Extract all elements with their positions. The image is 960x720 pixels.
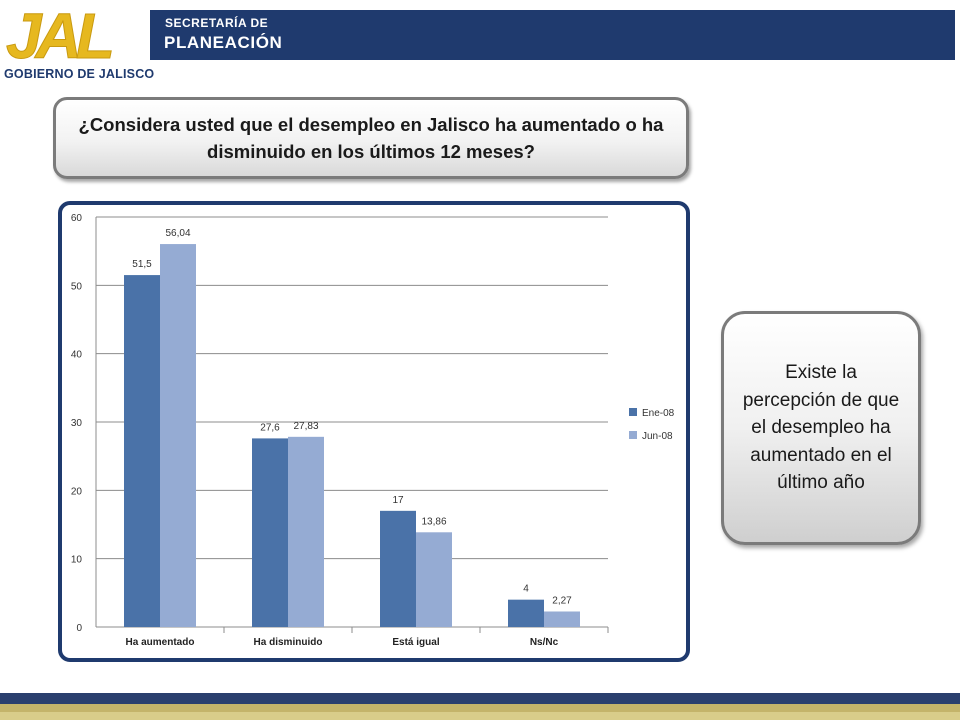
category-label: Ns/Nc xyxy=(530,637,559,648)
bar-ene-08 xyxy=(380,510,416,627)
y-tick-label: 0 xyxy=(76,623,82,634)
bar-jun-08 xyxy=(160,244,196,627)
y-tick-label: 40 xyxy=(71,350,83,361)
conclusion-callout: Existe la percepción de que el desempleo… xyxy=(721,311,921,545)
data-label: 4 xyxy=(523,584,529,595)
question-text: ¿Considera usted que el desempleo en Jal… xyxy=(78,114,664,162)
category-label: Ha disminuido xyxy=(254,637,323,648)
y-tick-label: 60 xyxy=(71,213,83,224)
legend-swatch xyxy=(629,431,637,439)
government-logo: JAL GOBIERNO DE JALISCO xyxy=(4,4,164,82)
bar-jun-08 xyxy=(288,436,324,627)
header-band xyxy=(150,10,955,60)
bar-jun-08 xyxy=(416,532,452,627)
y-tick-label: 10 xyxy=(71,555,83,566)
data-label: 17 xyxy=(392,495,404,506)
bar-ene-08 xyxy=(124,275,160,627)
jalisco-logo-mark: JAL xyxy=(6,4,119,64)
logo-caption: GOBIERNO DE JALISCO xyxy=(4,67,155,81)
chart-frame: 0 10 20 30 40 50 60 51,5 56,04 Ha aumentado 27,6 27… xyxy=(58,201,690,662)
question-box: ¿Considera usted que el desempleo en Jal… xyxy=(53,97,689,179)
bar-ene-08 xyxy=(252,438,288,627)
y-tick-label: 50 xyxy=(71,281,83,292)
conclusion-text: Existe la percepción de que el desempleo… xyxy=(742,362,900,494)
legend-swatch xyxy=(629,408,637,416)
data-label: 2,27 xyxy=(552,595,572,606)
data-label: 13,86 xyxy=(421,516,446,527)
data-label: 27,6 xyxy=(260,422,280,433)
footer-band-light xyxy=(0,712,960,720)
data-label: 27,83 xyxy=(293,421,318,432)
bar-ene-08 xyxy=(508,599,544,627)
y-tick-label: 20 xyxy=(71,486,83,497)
legend-label: Ene-08 xyxy=(642,408,675,419)
data-label: 56,04 xyxy=(165,228,190,239)
svg-text:JAL: JAL xyxy=(6,4,112,64)
y-tick-label: 30 xyxy=(71,418,83,429)
footer-band-navy xyxy=(0,693,960,704)
data-label: 51,5 xyxy=(132,259,152,270)
legend-label: Jun-08 xyxy=(642,431,673,442)
department-title-line2: PLANEACIÓN xyxy=(164,33,283,52)
bar-chart: 0 10 20 30 40 50 60 51,5 56,04 Ha aumentado 27,6 27… xyxy=(71,213,675,648)
category-label: Está igual xyxy=(392,637,439,648)
department-title-line1: SECRETARÍA DE xyxy=(165,16,269,30)
category-label: Ha aumentado xyxy=(126,637,195,648)
bar-jun-08 xyxy=(544,611,580,627)
